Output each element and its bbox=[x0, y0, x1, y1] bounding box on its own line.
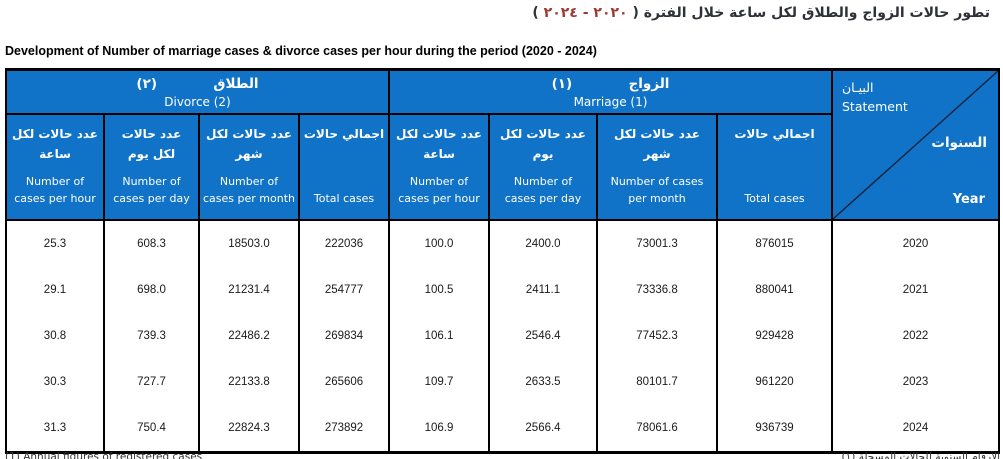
column-header-divorce-per-day: عدد حالات لكل يوم Number of cases per da… bbox=[105, 115, 200, 221]
column-header-english: Number of cases per month bbox=[610, 175, 704, 205]
years-label-english: Year bbox=[952, 192, 985, 207]
year-cell: 2020 bbox=[833, 221, 998, 267]
footnote-left: (1) Annual figures of registered cases bbox=[5, 451, 203, 459]
column-header-divorce-total: اجمالي حالات Total cases bbox=[300, 115, 390, 221]
table-cell: 936739 bbox=[718, 405, 833, 451]
diagonal-divider bbox=[833, 71, 998, 219]
column-header-english: Total cases bbox=[744, 191, 805, 205]
table-cell: 2546.4 bbox=[490, 313, 598, 359]
column-header-english: Number of cases per day bbox=[504, 175, 582, 205]
statement-year-corner-cell: البيـان Statement السنوات Year bbox=[833, 71, 998, 221]
page-title-english: Development of Number of marriage cases … bbox=[5, 44, 597, 58]
column-header-divorce-per-hour: عدد حالات لكل ساعة Number of cases per h… bbox=[7, 115, 105, 221]
footnote-strip: (1) Annual figures of registered cases ا… bbox=[5, 451, 1000, 459]
column-header-marriage-per-month: عدد حالات لكل شهر Number of cases per mo… bbox=[598, 115, 718, 221]
column-header-english: Number of cases per day bbox=[113, 175, 190, 205]
group-header-marriage-arabic: الزواج (١) bbox=[551, 75, 670, 92]
table-cell: 18503.0 bbox=[200, 221, 300, 267]
year-cell: 2024 bbox=[833, 405, 998, 451]
table-cell: 750.4 bbox=[105, 405, 200, 451]
table-cell: 80101.7 bbox=[598, 359, 718, 405]
table-cell: 100.0 bbox=[390, 221, 490, 267]
page-title-arabic-text: تطور حالات الزواج والطلاق لكل ساعة خلال … bbox=[627, 5, 990, 21]
statement-label-arabic: البيـان bbox=[842, 80, 874, 95]
column-header-arabic: عدد حالات لكل شهر bbox=[206, 127, 292, 162]
group-header-divorce: الطلاق (٢) Divorce (2) bbox=[7, 71, 390, 115]
column-header-english: Number of cases per hour bbox=[398, 175, 480, 205]
statement-label: البيـان Statement bbox=[842, 78, 908, 117]
table-cell: 22133.8 bbox=[200, 359, 300, 405]
column-header-divorce-per-month: عدد حالات لكل شهر Number of cases per mo… bbox=[200, 115, 300, 221]
group-header-marriage: الزواج (١) Marriage (1) bbox=[390, 71, 833, 115]
column-header-english: Number of cases per month bbox=[203, 175, 295, 205]
column-header-arabic: عدد حالات لكل يوم bbox=[500, 127, 586, 162]
table-cell: 29.1 bbox=[7, 267, 105, 313]
table-cell: 608.3 bbox=[105, 221, 200, 267]
column-header-arabic: عدد حالات لكل شهر bbox=[614, 127, 700, 162]
column-header-arabic: عدد حالات لكل ساعة bbox=[12, 127, 98, 162]
table-cell: 929428 bbox=[718, 313, 833, 359]
statement-label-english: Statement bbox=[842, 99, 908, 115]
page-title-arabic: تطور حالات الزواج والطلاق لكل ساعة خلال … bbox=[532, 5, 990, 21]
table-cell: 222036 bbox=[300, 221, 390, 267]
table-cell: 21231.4 bbox=[200, 267, 300, 313]
table-cell: 77452.3 bbox=[598, 313, 718, 359]
table-cell: 25.3 bbox=[7, 221, 105, 267]
table-cell: 22486.2 bbox=[200, 313, 300, 359]
table-cell: 73336.8 bbox=[598, 267, 718, 313]
table-cell: 880041 bbox=[718, 267, 833, 313]
table-cell: 254777 bbox=[300, 267, 390, 313]
table-cell: 30.3 bbox=[7, 359, 105, 405]
table-cell: 78061.6 bbox=[598, 405, 718, 451]
data-table: الطلاق (٢) Divorce (2) الزواج (١) Marria… bbox=[5, 68, 1000, 454]
table-cell: 73001.3 bbox=[598, 221, 718, 267]
table-cell: 739.3 bbox=[105, 313, 200, 359]
table-cell: 22824.3 bbox=[200, 405, 300, 451]
years-label-arabic: السنوات bbox=[931, 135, 987, 151]
year-cell: 2021 bbox=[833, 267, 998, 313]
table-cell: 2411.1 bbox=[490, 267, 598, 313]
table-cell: 273892 bbox=[300, 405, 390, 451]
column-header-marriage-per-hour: عدد حالات لكل ساعة Number of cases per h… bbox=[390, 115, 490, 221]
table-cell: 106.9 bbox=[390, 405, 490, 451]
table-cell: 106.1 bbox=[390, 313, 490, 359]
column-header-arabic: عدد حالات لكل ساعة bbox=[396, 127, 482, 162]
table-cell: 698.0 bbox=[105, 267, 200, 313]
group-header-divorce-english: Divorce (2) bbox=[164, 94, 231, 109]
table-cell: 961220 bbox=[718, 359, 833, 405]
page-title-arabic-close: ) bbox=[532, 5, 544, 21]
column-header-english: Total cases bbox=[313, 191, 375, 205]
table-cell: 727.7 bbox=[105, 359, 200, 405]
table-cell: 2566.4 bbox=[490, 405, 598, 451]
group-header-marriage-english: Marriage (1) bbox=[573, 94, 648, 109]
table-cell: 31.3 bbox=[7, 405, 105, 451]
page-title-arabic-years: ٢٠٢٠ - ٢٠٢٤ bbox=[543, 5, 628, 21]
column-header-arabic: اجمالي حالات bbox=[303, 127, 385, 141]
column-header-marriage-total: اجمالي حالات Total cases bbox=[718, 115, 833, 221]
column-header-marriage-per-day: عدد حالات لكل يوم Number of cases per da… bbox=[490, 115, 598, 221]
group-header-divorce-arabic: الطلاق (٢) bbox=[136, 75, 259, 92]
table-cell: 109.7 bbox=[390, 359, 490, 405]
column-header-arabic: اجمالي حالات bbox=[734, 127, 815, 141]
table-cell: 30.8 bbox=[7, 313, 105, 359]
table-cell: 876015 bbox=[718, 221, 833, 267]
table-cell: 269834 bbox=[300, 313, 390, 359]
column-header-english: Number of cases per hour bbox=[14, 175, 96, 205]
table-cell: 2400.0 bbox=[490, 221, 598, 267]
column-header-arabic: عدد حالات لكل يوم bbox=[121, 127, 182, 162]
year-cell: 2022 bbox=[833, 313, 998, 359]
footnote-right: الأرقام السنوية للحالات المسجلة (١) bbox=[841, 451, 1000, 459]
table-cell: 265606 bbox=[300, 359, 390, 405]
table-cell: 2633.5 bbox=[490, 359, 598, 405]
table-cell: 100.5 bbox=[390, 267, 490, 313]
year-cell: 2023 bbox=[833, 359, 998, 405]
